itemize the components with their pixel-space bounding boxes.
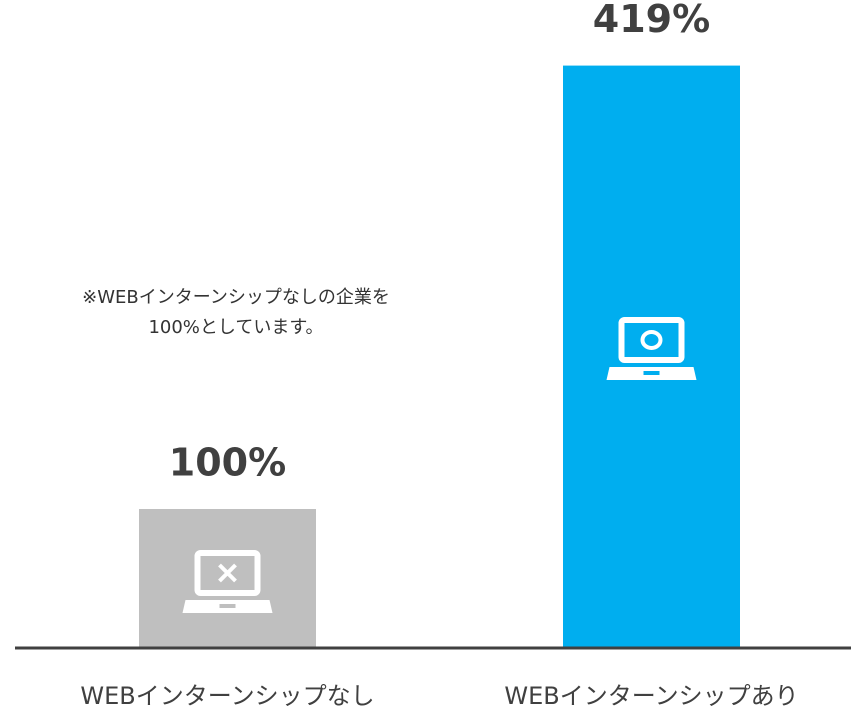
annotation: ※WEBインターンシップなしの企業を — [82, 287, 390, 308]
icon-screen — [194, 550, 261, 596]
laptop-icon — [182, 550, 273, 613]
icon-circle — [640, 330, 663, 350]
laptop-icon — [606, 317, 697, 380]
x-tick-label: WEBインターンシップなし — [80, 682, 374, 710]
value-label: 100% — [169, 441, 286, 485]
icon-slot — [643, 371, 660, 375]
bar — [563, 65, 740, 649]
x-tick-label: WEBインターンシップあり — [504, 682, 798, 710]
icon-cross — [218, 563, 237, 583]
icon-screen — [618, 317, 685, 363]
value-label: 419% — [593, 0, 710, 41]
annotation: 100%としています。 — [148, 317, 323, 338]
icon-slot — [219, 604, 236, 608]
bar — [139, 509, 316, 648]
